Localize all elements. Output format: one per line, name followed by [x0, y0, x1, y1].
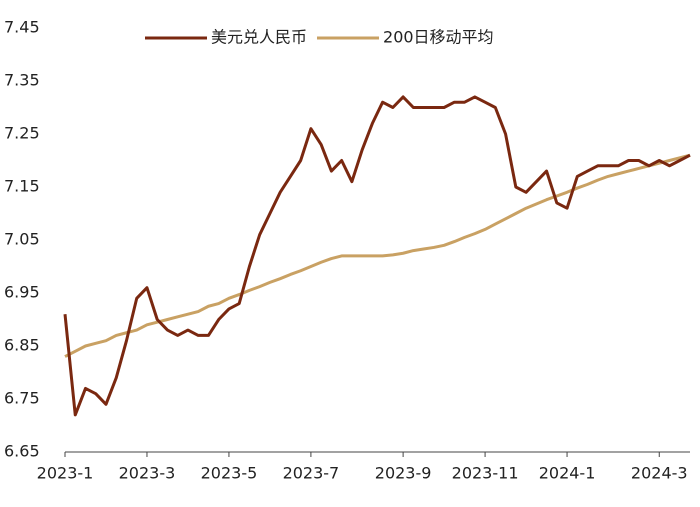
legend-label: 美元兑人民币: [211, 28, 307, 47]
y-tick-label: 7.05: [4, 230, 40, 249]
x-tick-label: 2023-11: [452, 464, 519, 483]
y-tick-label: 6.75: [4, 389, 40, 408]
series-line: [64, 153, 691, 358]
y-tick-label: 6.65: [4, 442, 40, 461]
y-tick-label: 7.15: [4, 177, 40, 196]
y-tick-label: 7.45: [4, 18, 40, 37]
y-tick-label: 6.95: [4, 283, 40, 302]
series-line: [63, 95, 691, 417]
y-tick-label: 7.25: [4, 124, 40, 143]
y-tick-label: 7.35: [4, 71, 40, 90]
x-tick-label: 2023-5: [201, 464, 258, 483]
x-tick-label: 2024-1: [539, 464, 596, 483]
x-tick-label: 2024-3: [631, 464, 688, 483]
x-tick-label: 2023-3: [119, 464, 176, 483]
x-tick-label: 2023-9: [375, 464, 432, 483]
x-tick-label: 2023-1: [37, 464, 94, 483]
x-tick-label: 2023-7: [283, 464, 340, 483]
y-tick-label: 6.85: [4, 336, 40, 355]
legend-label: 200日移动平均: [383, 28, 494, 47]
